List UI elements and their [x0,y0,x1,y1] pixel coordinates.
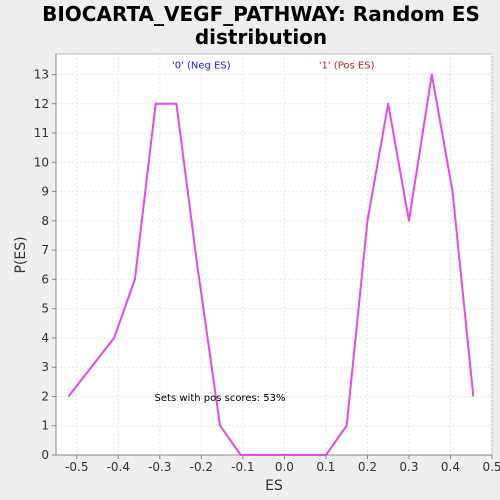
y-tick-label: 10 [34,155,49,169]
x-tick-label: 0.1 [316,460,335,474]
y-tick-label: 13 [34,67,49,81]
chart-title-line-1: BIOCARTA_VEGF_PATHWAY: Random ES [42,2,480,26]
y-tick-label: 6 [41,272,49,286]
x-tick-label: 0.0 [275,460,294,474]
y-tick-label: 12 [34,97,49,111]
y-tick-label: 9 [41,185,49,199]
x-tick-label: -0.5 [65,460,88,474]
annotation-text: '1' (Pos ES) [319,61,375,72]
annotation-text: '0' (Neg ES) [172,61,231,72]
y-tick-label: 8 [41,214,49,228]
y-axis-label: P(ES) [13,236,29,273]
x-tick-label: -0.3 [148,460,171,474]
y-tick-label: 5 [41,302,49,316]
y-tick-label: 7 [41,243,49,257]
x-tick-label: 0.2 [358,460,377,474]
y-tick-label: 1 [41,419,49,433]
grid [56,54,493,456]
y-tick-label: 11 [34,126,49,140]
series-layer [67,73,475,456]
x-tick-label: 0.3 [399,460,418,474]
x-axis-label: ES [265,478,283,494]
chart-title-line-2: distribution [195,25,327,49]
plot-area [55,53,493,456]
x-tick-label: -0.1 [231,460,254,474]
annotations-layer: '0' (Neg ES) '1' (Pos ES) Sets with pos sc… [155,61,375,404]
x-tick-label: -0.4 [107,460,130,474]
annotation-text: Sets with pos scores: 53% [155,393,286,404]
y-tick-label: 2 [41,389,49,403]
y-tick-label: 0 [41,448,49,462]
x-tick-label: 0.4 [441,460,460,474]
y-tick-label: 4 [41,331,49,345]
x-tick-label: 0.5 [482,460,500,474]
x-tick-label: -0.2 [190,460,213,474]
axes: -0.5 -0.4 -0.3 -0.2 -0.1 0.0 0.1 0.2 0.3 0.4 0.5 0 1… [34,54,500,474]
y-tick-label: 3 [41,360,49,374]
